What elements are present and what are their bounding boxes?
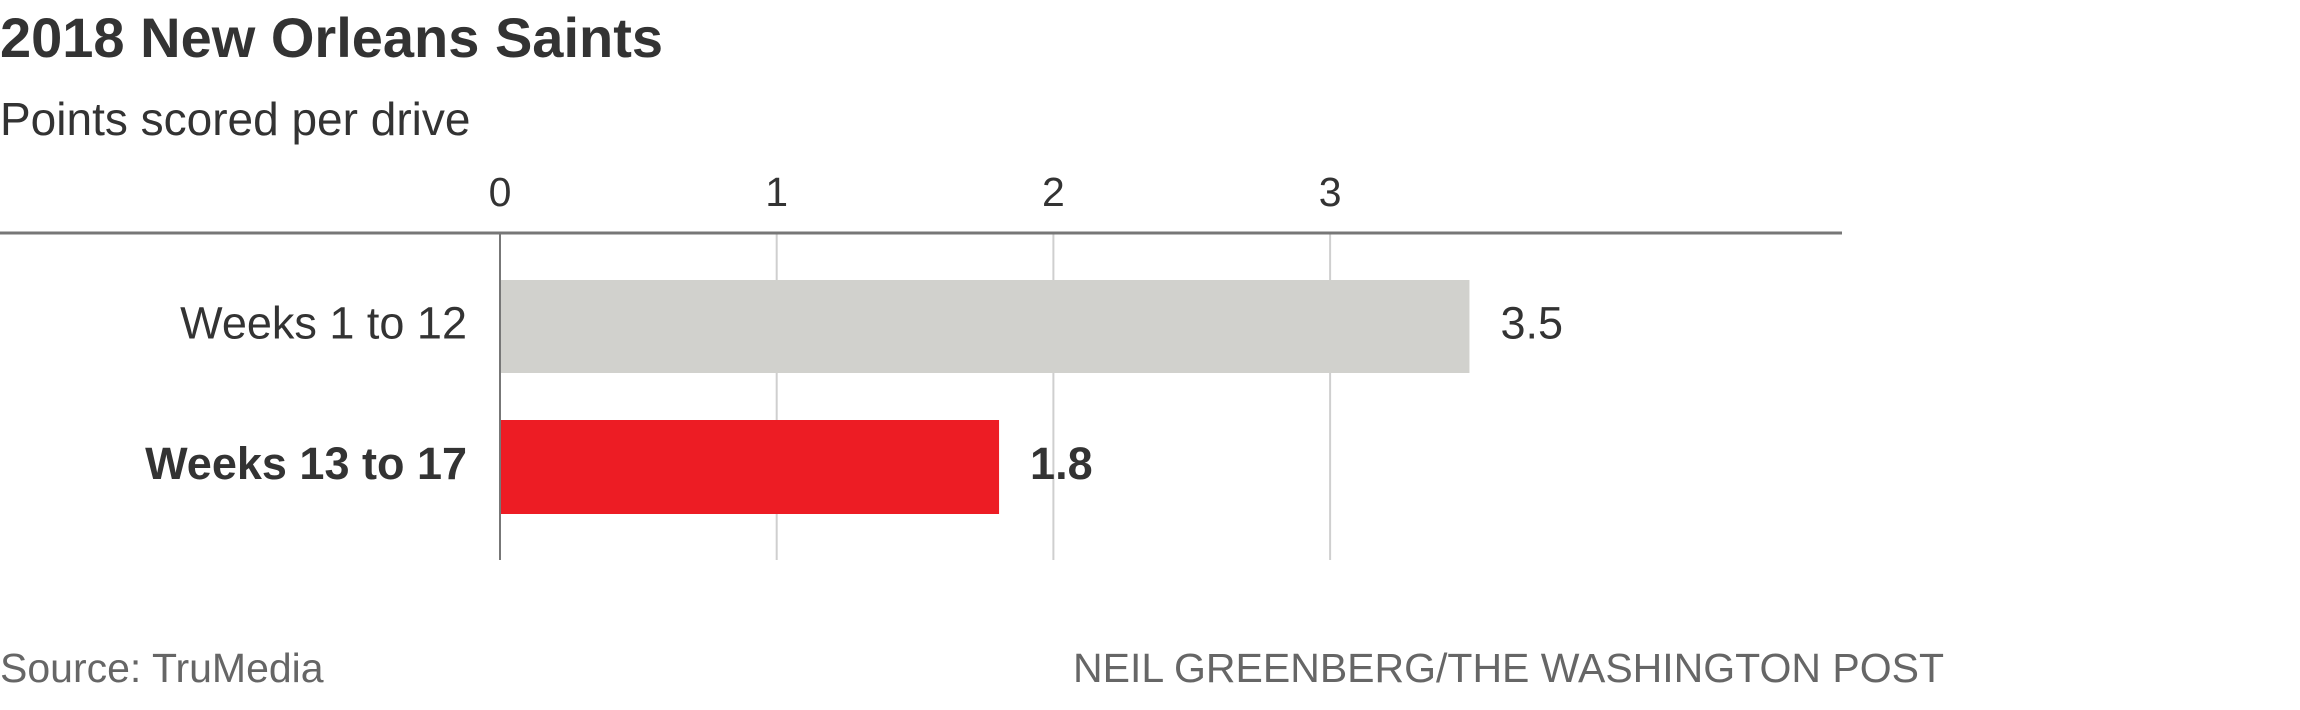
value-label: 3.5: [1500, 297, 1563, 348]
x-tick-label: 2: [1042, 169, 1065, 215]
source: Source: TruMedia: [0, 645, 324, 691]
value-label: 1.8: [1030, 438, 1093, 489]
bar: [501, 280, 1470, 373]
category-label: Weeks 1 to 12: [180, 297, 467, 348]
x-tick-label: 0: [489, 169, 512, 215]
chart-subtitle: Points scored per drive: [0, 93, 470, 145]
x-tick-label: 3: [1319, 169, 1342, 215]
category-label: Weeks 13 to 17: [145, 438, 467, 489]
credit: NEIL GREENBERG/THE WASHINGTON POST: [1073, 645, 1944, 691]
x-tick-label: 1: [765, 169, 788, 215]
chart-title: 2018 New Orleans Saints: [0, 6, 663, 69]
bar: [501, 420, 1000, 514]
